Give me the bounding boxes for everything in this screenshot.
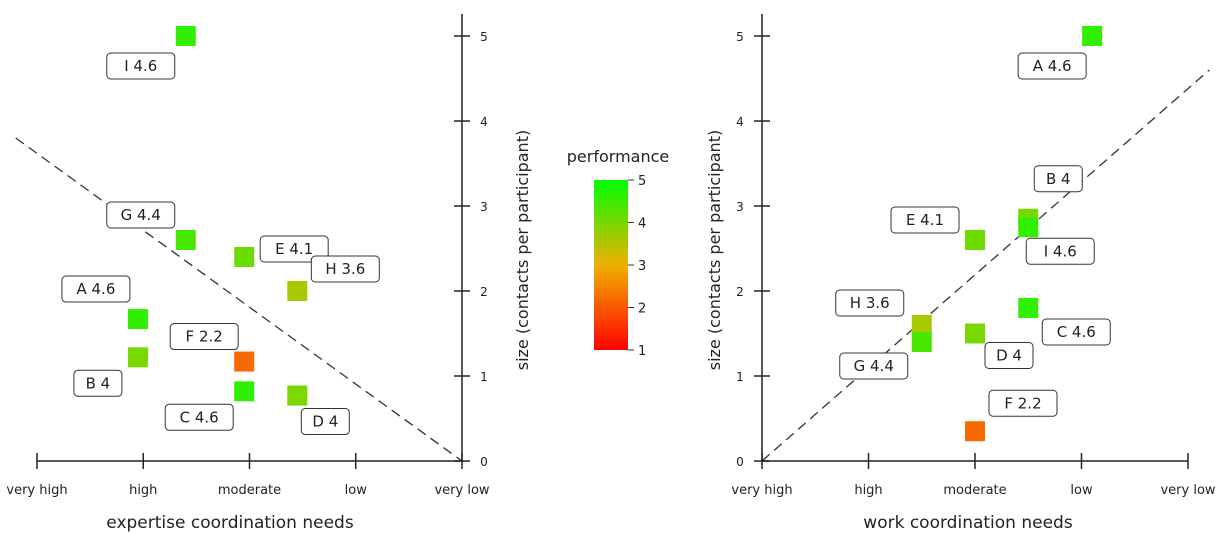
right-point-label-box <box>835 289 905 317</box>
right-data-point <box>911 332 932 352</box>
right-x-tick-label: moderate <box>943 483 1006 498</box>
left-x-axis-title: expertise coordination needs <box>106 513 354 533</box>
legend-tick-label: 3 <box>638 259 646 274</box>
left-x-tick-label: very high <box>6 483 67 498</box>
right-point-label-box <box>984 342 1034 369</box>
right-point-label: I 4.6 <box>1044 242 1077 260</box>
left-point-label: E 4.1 <box>275 240 313 258</box>
right-data-point <box>1018 217 1039 238</box>
right-data-point <box>965 230 985 250</box>
right-point-label: A 4.6 <box>1033 57 1072 75</box>
left-y-tick-label: 4 <box>480 115 488 129</box>
right-data-point <box>965 323 985 344</box>
left-point-label: A 4.6 <box>76 280 115 298</box>
right-y-tick-label: 5 <box>736 30 744 44</box>
left-point-label-box <box>169 323 239 351</box>
right-point-label: D 4 <box>996 347 1022 365</box>
left-point-label: D 4 <box>312 413 338 431</box>
right-x-tick-label: very low <box>1160 483 1215 498</box>
left-data-point <box>175 230 196 250</box>
left-data-point <box>127 347 148 368</box>
legend-tick-label: 4 <box>638 217 646 232</box>
right-data-point <box>911 315 932 335</box>
left-point-label: H 3.6 <box>325 260 365 278</box>
right-x-axis-title: work coordination needs <box>863 513 1073 533</box>
right-point-label: F 2.2 <box>1004 394 1041 412</box>
left-x-tick-label: very low <box>434 483 489 498</box>
left-data-point <box>287 385 308 406</box>
right-point-label: H 3.6 <box>850 294 890 312</box>
left-x-tick-label: low <box>345 483 368 498</box>
right-y-tick-label: 2 <box>736 285 744 299</box>
right-scatter-chart: very high high moderate low very low 012345 … <box>705 14 1216 533</box>
legend-color-bar <box>594 180 628 350</box>
right-trend-line <box>761 69 1210 462</box>
left-point-label-box <box>310 255 380 283</box>
left-data-point <box>287 281 308 301</box>
left-y-tick-label: 0 <box>480 455 488 469</box>
right-y-tick-label: 3 <box>736 200 744 214</box>
left-y-axis-title: size (contacts per participant) <box>513 130 532 370</box>
right-x-tick-label: very high <box>731 483 792 498</box>
right-point-label-box <box>890 206 960 234</box>
right-data-point <box>1018 298 1039 318</box>
right-point-label: C 4.6 <box>1057 323 1096 341</box>
legend-tick-label: 2 <box>638 302 646 317</box>
left-point-label: B 4 <box>86 374 111 392</box>
left-trend-line <box>15 137 463 462</box>
right-y-tick-label: 0 <box>736 455 744 469</box>
left-data-point <box>234 381 255 402</box>
left-data-point <box>234 247 255 267</box>
left-y-tick-label: 1 <box>480 370 488 384</box>
right-data-point <box>965 421 985 442</box>
legend-tick-label: 1 <box>638 344 646 359</box>
left-scatter-chart: very high high moderate low very low 012345 … <box>6 14 532 533</box>
left-point-label: G 4.4 <box>121 206 161 224</box>
right-y-tick-label: 4 <box>736 115 744 129</box>
left-data-point <box>127 309 148 330</box>
left-y-tick-label: 3 <box>480 200 488 214</box>
left-point-label: C 4.6 <box>180 408 219 426</box>
right-point-label-box <box>839 352 909 380</box>
left-y-tick-label: 2 <box>480 285 488 299</box>
right-point-label-box <box>1017 52 1087 80</box>
right-point-label: G 4.4 <box>854 357 894 375</box>
left-point-label-box <box>300 408 350 436</box>
right-data-point <box>1082 26 1103 46</box>
legend-title: performance <box>567 147 669 166</box>
right-point-label: E 4.1 <box>906 211 944 229</box>
right-x-tick-label: low <box>1070 483 1093 498</box>
right-point-label-box <box>1033 165 1083 193</box>
left-x-tick-label: high <box>129 483 157 498</box>
right-point-label: B 4 <box>1046 170 1071 188</box>
right-point-label-box <box>1025 237 1095 265</box>
left-point-label-box <box>259 235 329 263</box>
left-point-label: F 2.2 <box>186 328 223 346</box>
right-y-tick-label: 1 <box>736 370 744 384</box>
left-point-label-box <box>164 403 234 431</box>
right-point-label-box <box>988 389 1058 417</box>
left-point-label-box <box>106 201 176 229</box>
left-data-point <box>234 351 255 372</box>
left-point-label-box <box>106 52 176 80</box>
right-point-label-box <box>1041 318 1111 346</box>
left-data-point <box>175 26 196 46</box>
right-x-tick-label: high <box>854 483 882 498</box>
left-point-label-box <box>61 275 131 303</box>
left-point-label: I 4.6 <box>124 57 157 75</box>
left-point-label-box <box>73 369 123 397</box>
left-x-tick-label: moderate <box>218 483 281 498</box>
right-y-axis-title: size (contacts per participant) <box>705 130 724 370</box>
left-y-tick-label: 5 <box>480 30 488 44</box>
legend-tick-label: 5 <box>638 174 646 189</box>
